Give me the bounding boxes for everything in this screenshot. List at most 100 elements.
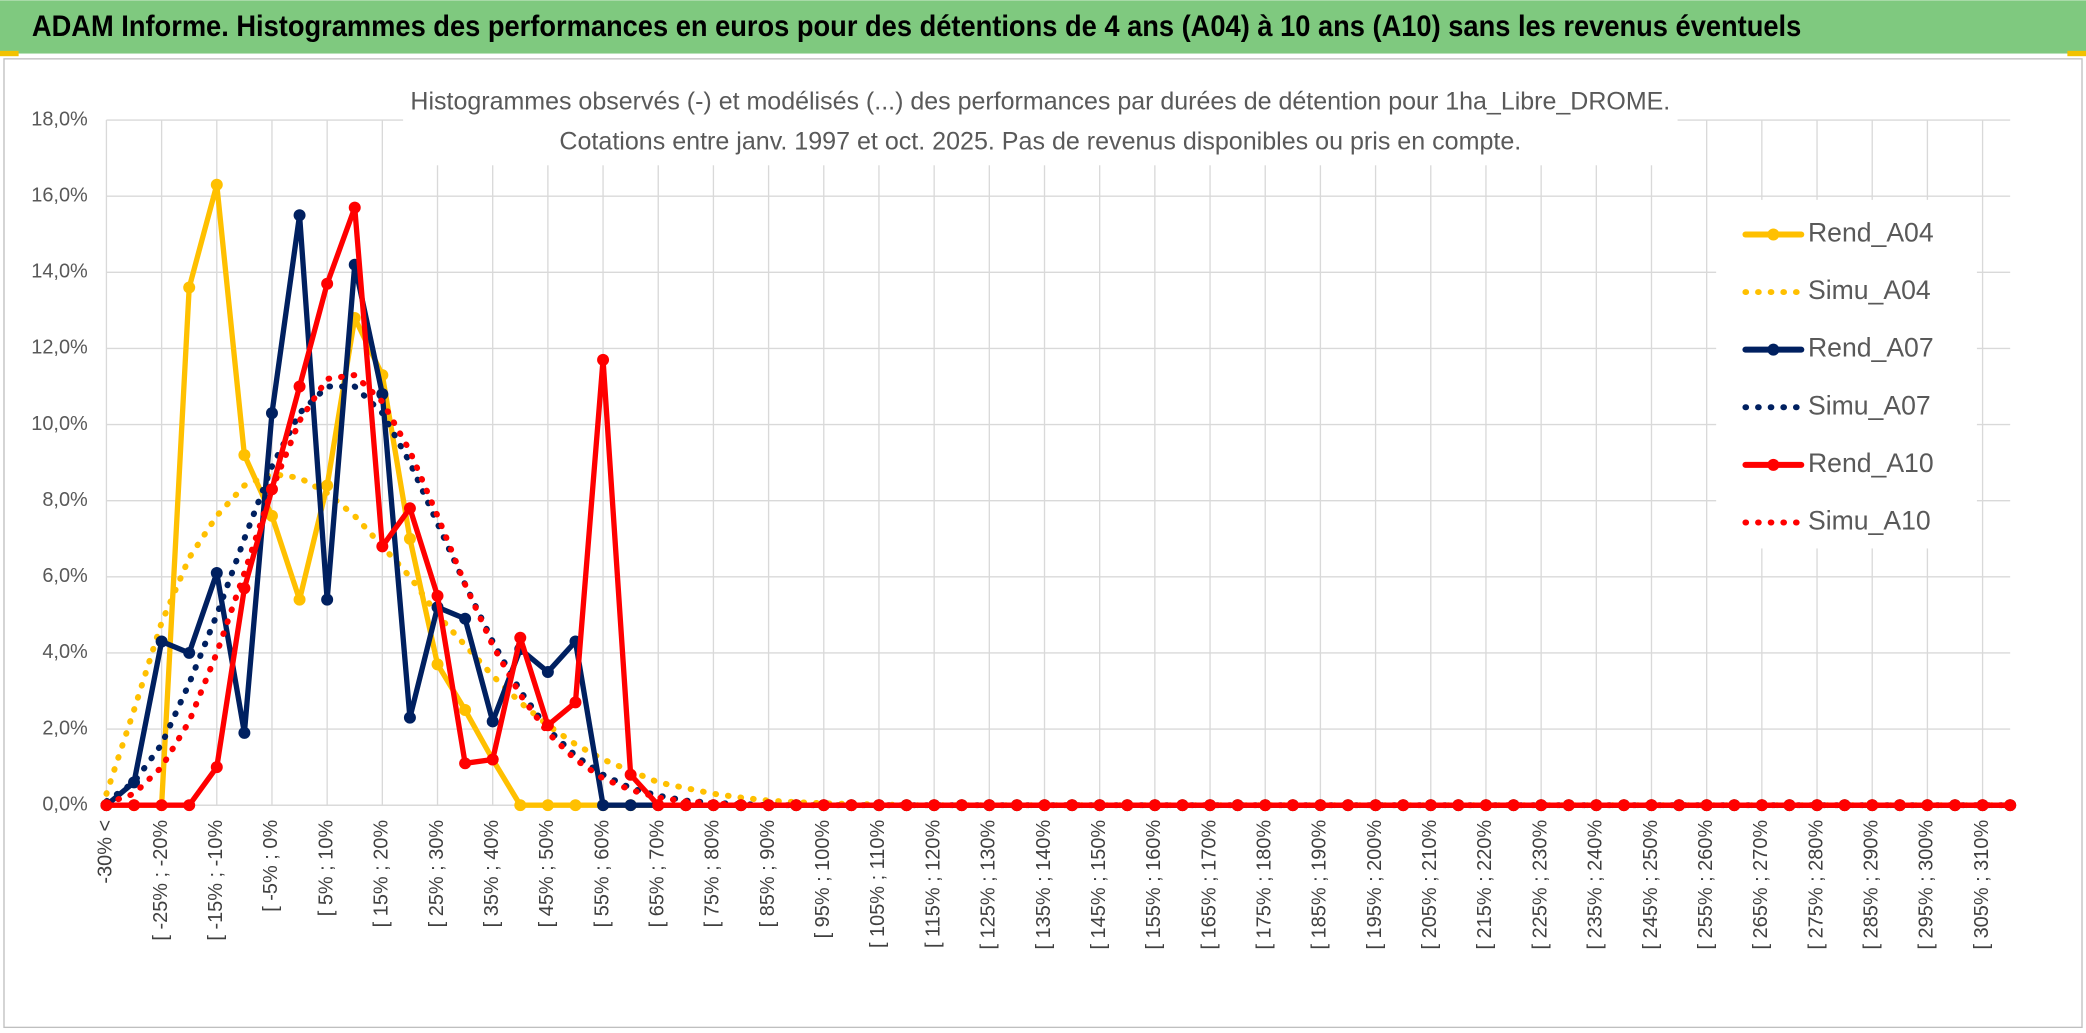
point	[1231, 799, 1244, 812]
point	[1949, 799, 1961, 812]
point	[183, 799, 196, 812]
point	[403, 532, 416, 545]
point	[238, 726, 251, 739]
point	[265, 407, 278, 420]
point	[1811, 799, 1824, 812]
point	[183, 646, 196, 659]
point	[155, 799, 168, 812]
x-tick-label: [ 245% ; 250%	[1640, 820, 1662, 950]
point	[183, 281, 196, 294]
x-tick-label: [ 5% ; 10%	[315, 820, 337, 917]
model-line	[103, 383, 2014, 809]
point	[1838, 799, 1851, 812]
y-tick-label: 14,0%	[31, 261, 88, 283]
legend-box	[1716, 199, 1977, 549]
point	[321, 277, 334, 290]
legend-label: Simu_A07	[1808, 390, 1931, 420]
chart-title: Cotations entre janv. 1997 et oct. 2025.…	[559, 127, 1521, 155]
point	[1507, 799, 1520, 812]
x-tick-label: [ -25% ; -20%	[150, 820, 172, 941]
x-tick-label: [ 35% ; 40%	[481, 820, 503, 928]
point	[1176, 799, 1189, 812]
corner	[2067, 50, 2086, 57]
point	[376, 388, 389, 401]
point	[1342, 799, 1354, 812]
point	[210, 178, 223, 191]
x-tick-label: [ 45% ; 50%	[536, 820, 558, 928]
x-tick-label: [ 235% ; 240%	[1585, 820, 1607, 950]
x-tick-label: [ 185% ; 190%	[1309, 820, 1331, 950]
legend-label: Rend_A07	[1808, 333, 1934, 363]
legend-label: Rend_A10	[1808, 448, 1934, 478]
x-tick-label: [ 265% ; 270%	[1750, 820, 1772, 950]
y-tick-label: 10,0%	[31, 413, 88, 435]
point	[321, 593, 334, 606]
point	[459, 757, 472, 770]
x-tick-label: [ 115% ; 120%	[922, 820, 944, 948]
point	[210, 761, 223, 774]
point	[1479, 799, 1492, 812]
point	[459, 612, 472, 625]
point	[1673, 799, 1686, 812]
x-tick-label: [ 205% ; 210%	[1419, 820, 1441, 950]
point	[431, 589, 444, 602]
point	[735, 799, 747, 812]
point	[348, 201, 361, 214]
point	[486, 753, 499, 766]
point	[210, 567, 223, 579]
point	[1976, 799, 1989, 812]
chart-border	[3, 58, 2083, 1029]
point	[597, 799, 610, 812]
x-tick-label: [ 175% ; 180%	[1253, 820, 1275, 950]
y-tick-label: 8,0%	[42, 489, 88, 511]
x-tick-label: [ 295% ; 300%	[1916, 820, 1938, 950]
point	[624, 799, 637, 812]
x-tick-label: [ -15% ; -10%	[205, 820, 227, 941]
y-tick-label: 2,0%	[42, 717, 88, 739]
y-tick-label: 12,0%	[31, 337, 88, 359]
x-tick-label: [ 25% ; 30%	[426, 820, 448, 928]
legend: Rend_A04 Simu_A04 Rend_A07 Simu_A07 Rend_A10…	[1716, 199, 1977, 549]
x-tick-label: [ 275% ; 280%	[1805, 820, 1827, 950]
point	[293, 209, 306, 222]
point	[403, 711, 416, 724]
x-tick-label: [ 95% ; 100%	[812, 820, 834, 939]
point	[624, 768, 637, 781]
x-tick-label: [ 255% ; 260%	[1695, 820, 1717, 950]
x-tick-label: [ 285% ; 290%	[1860, 820, 1882, 950]
point	[652, 799, 665, 812]
point	[569, 696, 582, 709]
point	[541, 799, 554, 812]
point	[321, 479, 334, 492]
x-tick-label: [ 65% ; 70%	[647, 820, 669, 928]
point	[1535, 799, 1548, 812]
point	[872, 799, 885, 812]
point	[597, 353, 610, 366]
corner	[0, 50, 19, 57]
x-tick-label: [ 195% ; 200%	[1364, 820, 1386, 950]
point	[1038, 799, 1051, 812]
title-backdrop	[403, 80, 1678, 166]
header-title: ADAM Informe. Histogrammes des performan…	[32, 11, 1801, 43]
point	[1645, 799, 1658, 812]
series-layer	[100, 178, 2017, 812]
x-tick-label: [ 75% ; 80%	[702, 820, 724, 928]
point	[128, 799, 141, 812]
point	[486, 715, 499, 728]
point	[514, 799, 527, 812]
y-tick-label: 4,0%	[42, 641, 88, 663]
point	[293, 380, 306, 393]
legend-label: Simu_A10	[1808, 506, 1931, 536]
point	[265, 509, 278, 522]
point	[293, 593, 306, 606]
legend-label: Rend_A04	[1808, 217, 1934, 247]
y-tick-label: 6,0%	[42, 565, 88, 587]
point	[431, 658, 444, 671]
point	[238, 449, 251, 461]
legend-label: Simu_A04	[1808, 275, 1931, 305]
point	[155, 635, 168, 648]
point	[2004, 799, 2017, 812]
point	[514, 631, 527, 644]
